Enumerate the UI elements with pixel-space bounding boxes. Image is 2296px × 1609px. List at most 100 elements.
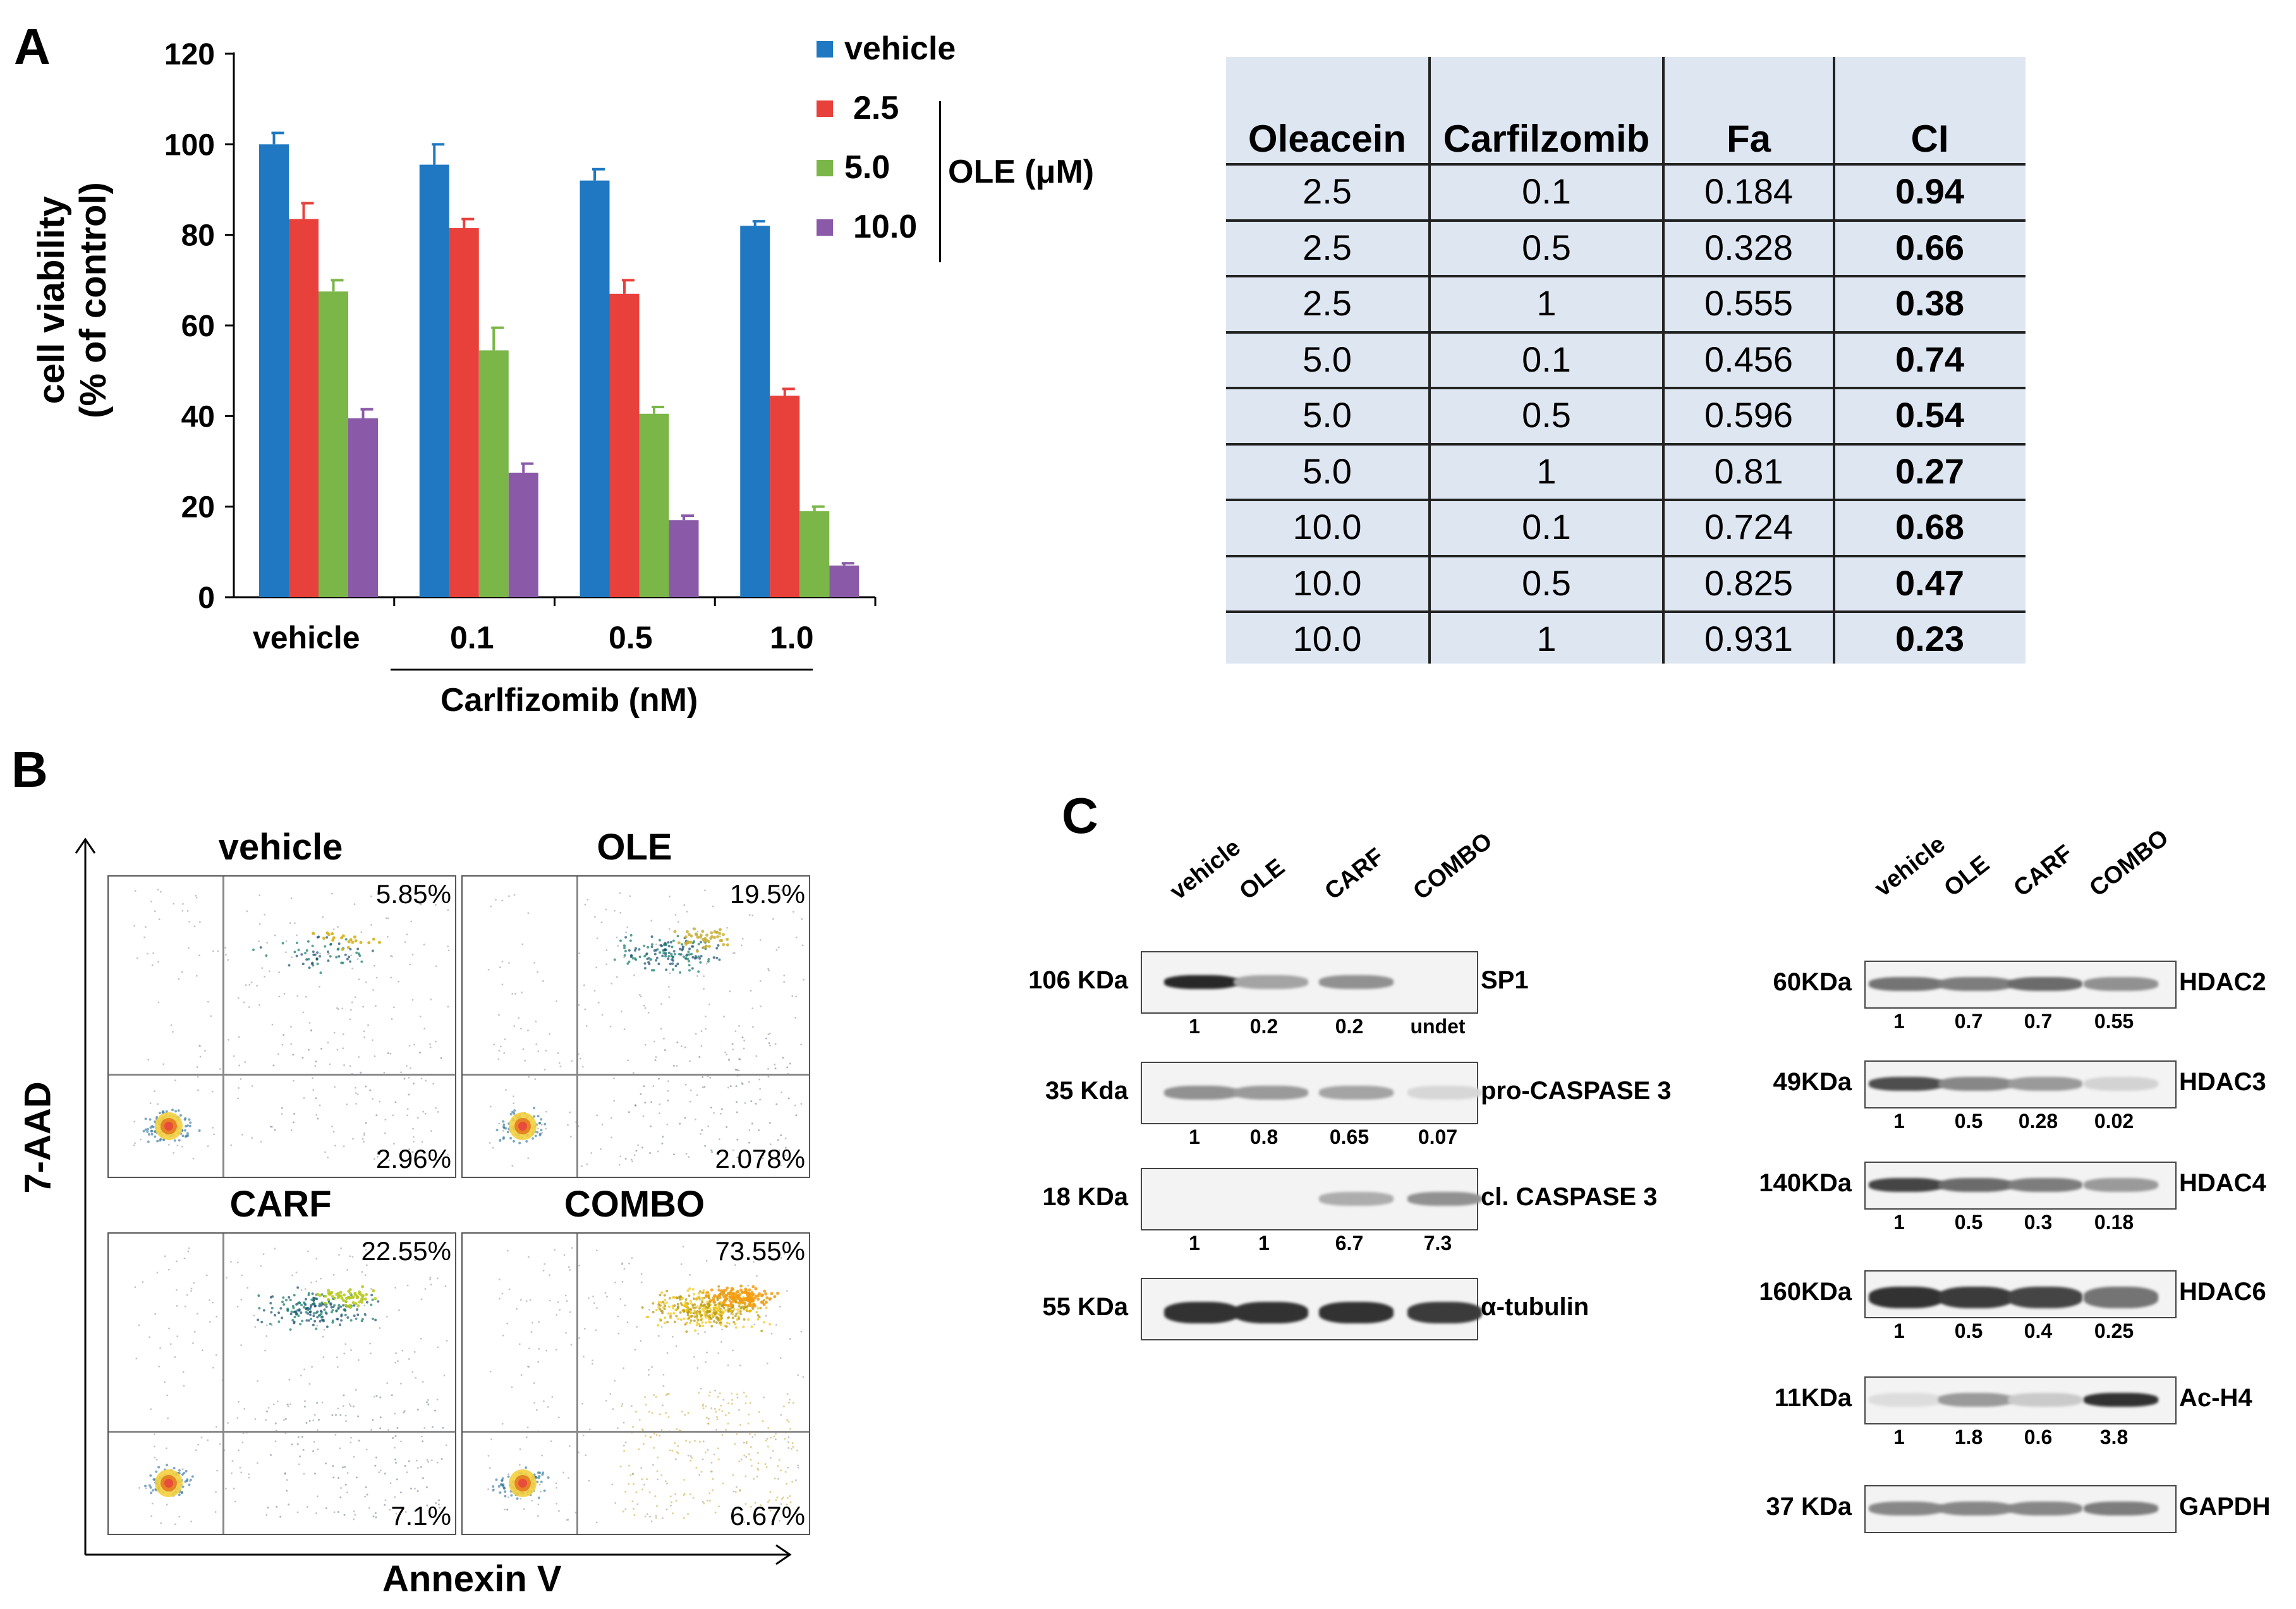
event-dot bbox=[327, 1297, 331, 1301]
event-dot bbox=[256, 985, 258, 987]
event-dot bbox=[688, 1287, 691, 1290]
event-dot bbox=[349, 1442, 352, 1443]
event-dot bbox=[240, 1471, 243, 1474]
event-dot bbox=[236, 1417, 239, 1419]
quadrant-gate-horizontal bbox=[463, 1074, 809, 1076]
event-dot bbox=[689, 1299, 692, 1302]
event-dot bbox=[331, 1295, 334, 1299]
event-dot bbox=[501, 1479, 504, 1482]
event-dot bbox=[158, 1365, 161, 1368]
event-dot bbox=[789, 1338, 791, 1340]
event-dot bbox=[343, 1514, 346, 1516]
event-dot bbox=[774, 1043, 777, 1045]
event-dot bbox=[748, 1413, 750, 1416]
event-dot bbox=[316, 936, 319, 939]
event-dot bbox=[365, 1249, 367, 1251]
event-dot bbox=[446, 1340, 448, 1342]
event-dot bbox=[319, 985, 320, 988]
event-dot bbox=[525, 1436, 528, 1438]
event-dot bbox=[337, 947, 340, 950]
event-dot bbox=[281, 1113, 283, 1115]
event-dot bbox=[691, 956, 695, 959]
event-dot bbox=[248, 1473, 250, 1476]
event-dot bbox=[317, 1314, 320, 1317]
event-dot bbox=[288, 1296, 291, 1299]
event-dot bbox=[753, 1261, 755, 1263]
event-dot bbox=[769, 1045, 771, 1047]
event-dot bbox=[657, 1323, 660, 1327]
event-dot bbox=[274, 934, 276, 937]
event-dot bbox=[712, 1298, 715, 1302]
bar bbox=[639, 413, 669, 597]
event-dot bbox=[756, 1307, 760, 1310]
event-dot bbox=[501, 1477, 504, 1480]
event-dot bbox=[353, 1314, 356, 1317]
event-dot bbox=[257, 1318, 260, 1321]
event-dot bbox=[296, 1286, 300, 1289]
event-dot bbox=[408, 1460, 410, 1462]
event-dot bbox=[612, 1408, 614, 1411]
event-dot bbox=[719, 1392, 721, 1395]
event-dot bbox=[413, 1141, 415, 1143]
event-dot bbox=[295, 1272, 298, 1273]
event-dot bbox=[770, 1436, 772, 1439]
event-dot bbox=[160, 1522, 162, 1524]
event-dot bbox=[152, 952, 154, 954]
event-dot bbox=[322, 916, 324, 918]
event-dot bbox=[415, 1459, 418, 1462]
event-dot bbox=[281, 1301, 284, 1304]
event-dot bbox=[759, 938, 762, 941]
densitometry-value: 0.5 bbox=[1954, 1320, 1983, 1342]
event-dot bbox=[370, 1303, 373, 1306]
event-dot bbox=[183, 1129, 186, 1132]
event-dot bbox=[334, 1086, 336, 1088]
event-dot bbox=[666, 1320, 669, 1323]
event-dot bbox=[365, 1448, 368, 1451]
event-dot bbox=[243, 1408, 246, 1410]
event-dot bbox=[319, 1309, 322, 1313]
event-dot bbox=[715, 947, 719, 950]
event-dot bbox=[498, 1049, 501, 1052]
event-dot bbox=[772, 1450, 774, 1452]
event-dot bbox=[534, 1078, 537, 1080]
event-dot bbox=[355, 1103, 358, 1105]
event-dot bbox=[174, 1079, 176, 1082]
legend-label: 10.0 bbox=[853, 209, 918, 245]
event-dot bbox=[687, 950, 690, 954]
event-dot bbox=[699, 933, 703, 937]
event-dot bbox=[645, 1404, 647, 1406]
event-dot bbox=[344, 1343, 347, 1345]
event-dot bbox=[327, 1041, 329, 1044]
event-dot bbox=[384, 1132, 386, 1134]
event-dot bbox=[145, 926, 147, 928]
event-dot bbox=[300, 1289, 303, 1291]
event-dot bbox=[792, 1402, 794, 1404]
event-dot bbox=[238, 1400, 240, 1403]
event-dot bbox=[337, 1477, 340, 1479]
event-dot bbox=[718, 1305, 721, 1308]
event-dot bbox=[667, 1099, 669, 1102]
event-dot bbox=[301, 1436, 303, 1438]
event-dot bbox=[671, 962, 674, 965]
event-dot bbox=[704, 1145, 707, 1147]
event-dot bbox=[729, 1291, 732, 1295]
event-dot bbox=[334, 1433, 337, 1436]
event-dot bbox=[315, 957, 319, 961]
event-dot bbox=[518, 1343, 521, 1345]
event-dot bbox=[732, 1149, 734, 1151]
event-dot bbox=[715, 1306, 718, 1309]
event-dot bbox=[748, 1292, 752, 1296]
densitometry-value: 0.2 bbox=[1249, 1015, 1279, 1038]
event-dot bbox=[704, 1331, 706, 1333]
protein-band bbox=[1319, 1301, 1394, 1323]
event-dot bbox=[708, 1304, 711, 1308]
event-dot bbox=[700, 1045, 703, 1047]
lane-label: vehicle bbox=[1165, 834, 1246, 906]
event-dot bbox=[722, 1399, 725, 1401]
event-dot bbox=[198, 1045, 201, 1047]
event-dot bbox=[344, 1414, 347, 1417]
event-dot bbox=[786, 1483, 788, 1485]
event-dot bbox=[188, 947, 190, 949]
bar bbox=[740, 226, 770, 597]
event-dot bbox=[167, 1268, 170, 1271]
